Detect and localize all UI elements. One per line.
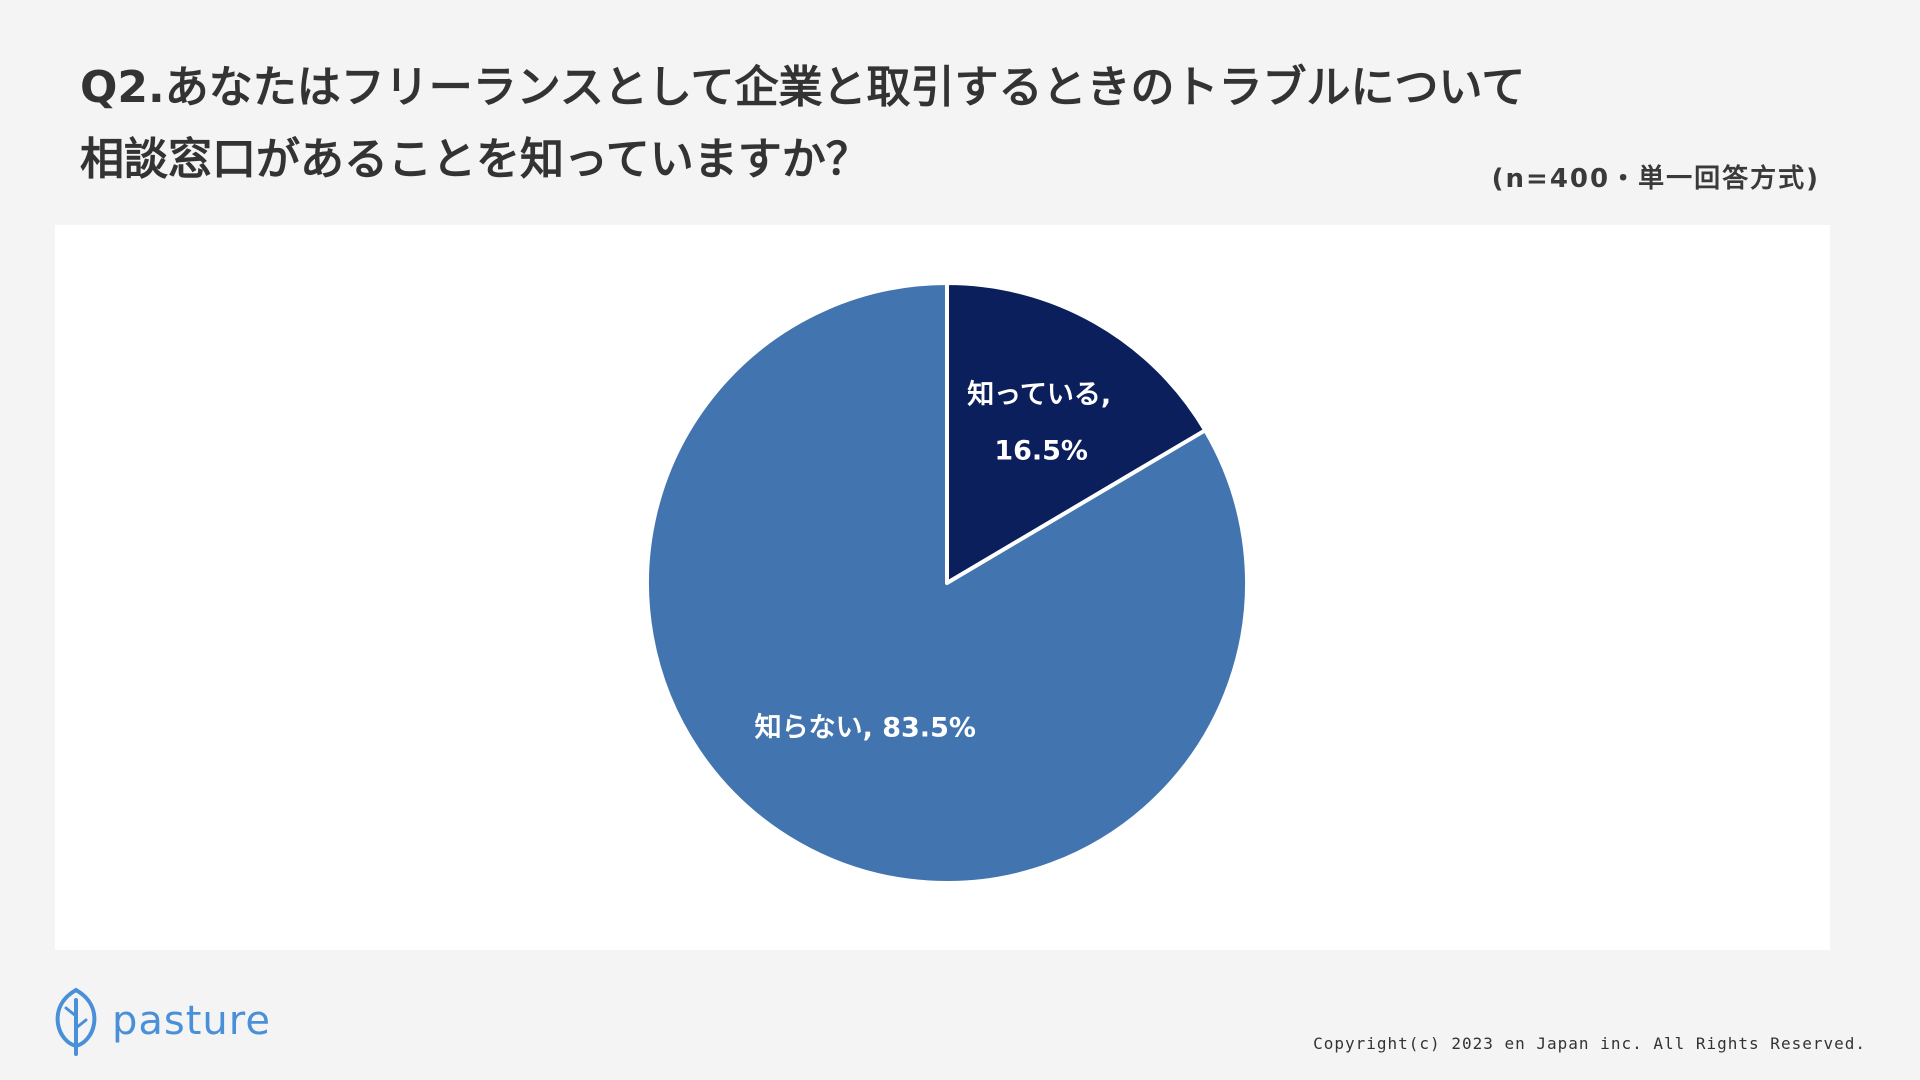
pie-slice-aware <box>945 281 1208 585</box>
pie-slice-unaware <box>644 281 1249 885</box>
copyright-notice: Copyright(c) 2023 en Japan inc. All Righ… <box>1313 1034 1866 1053</box>
pie-chart: 知っている, 16.5% 知らない, 83.5% <box>644 281 1249 885</box>
logo-text: pasture <box>112 998 271 1044</box>
slice-label-aware-value: 16.5% <box>994 435 1088 466</box>
pie-slices <box>644 281 1249 885</box>
chart-panel: 知っている, 16.5% 知らない, 83.5% <box>55 225 1830 950</box>
pie-labels: 知っている, 16.5% 知らない, 83.5% <box>755 379 1112 743</box>
chart-title-line2: 相談窓口があることを知っていますか？ <box>80 134 870 185</box>
chart-title: Q2.あなたはフリーランスとして企業と取引するときのトラブルについて 相談窓口が… <box>80 52 1680 196</box>
sample-size-note: (n=400・単一回答方式) <box>1491 164 1820 194</box>
slice-label-aware-text: 知っている, <box>967 379 1111 410</box>
pasture-logo: pasture <box>54 985 271 1057</box>
leaf-icon <box>55 987 97 1056</box>
chart-title-line1: Q2.あなたはフリーランスとして企業と取引するときのトラブルについて <box>80 62 1526 113</box>
slice-label-unaware: 知らない, 83.5% <box>755 712 976 743</box>
